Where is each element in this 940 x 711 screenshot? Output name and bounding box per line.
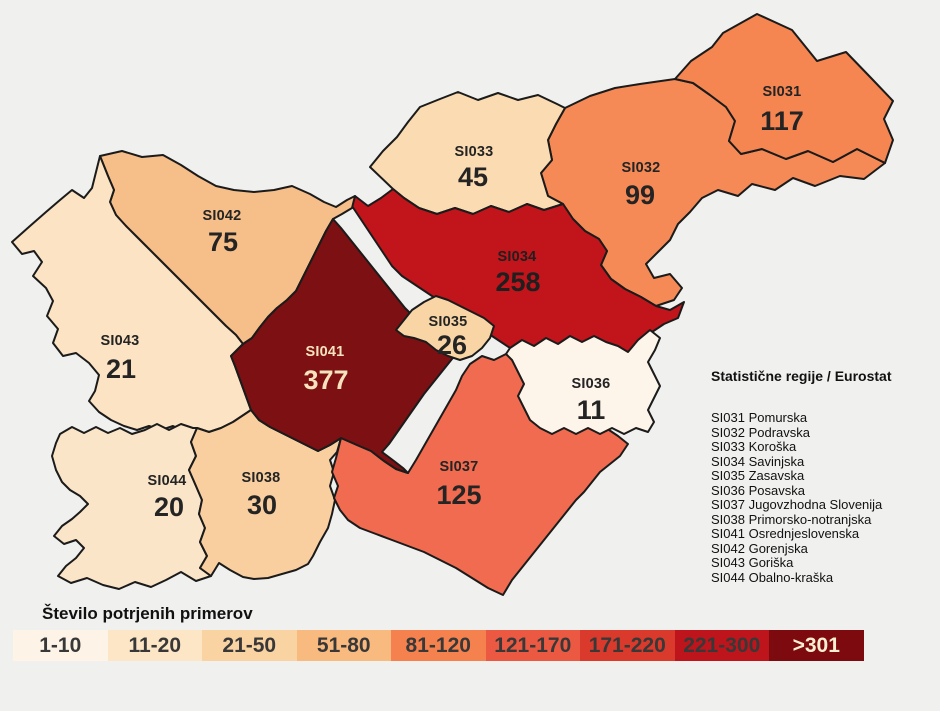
legend-bucket: 51-80 [296,630,391,661]
region-labels: SI031 117 SI032 99 SI033 45 SI034 258 SI… [101,84,804,522]
region-code-label: SI038 [242,470,281,486]
region-value-label: 21 [106,354,136,384]
region-code-label: SI043 [101,333,140,349]
region-value-label: 258 [495,267,540,297]
list-item: SI041 Osrednjeslovenska [711,526,860,541]
list-item: SI035 Zasavska [711,468,805,483]
region-value-label: 26 [437,330,467,360]
region-list: SI031 Pomurska SI032 Podravska SI033 Kor… [711,410,931,585]
legend-bucket: 221-300 [674,630,769,661]
list-item: SI033 Koroška [711,439,797,454]
region-si036[interactable] [505,329,661,435]
color-scale-legend: Število potrjenih primerov 1-10 11-20 21… [0,604,940,661]
legend-bucket: 1-10 [13,630,108,661]
list-item: SI036 Posavska [711,482,805,498]
list-item: SI032 Podravska [711,424,811,440]
legend-bucket: 121-170 [485,630,580,661]
side-panel-title: Statistične regije / Eurostat [711,368,892,384]
legend-bucket: 81-120 [391,630,486,661]
region-value-label: 117 [760,106,804,136]
legend-title: Število potrjenih primerov [42,604,253,623]
legend-bucket: 11-20 [107,630,202,661]
region-si031[interactable] [674,13,894,164]
region-code-label: SI037 [440,459,479,475]
region-value-label: 99 [625,180,655,210]
region-code-label: SI041 [306,344,345,360]
legend-bucket: >301 [769,630,864,661]
region-code-label: SI044 [148,473,187,489]
list-item: SI043 Goriška [711,555,794,570]
list-item: SI044 Obalno-kraška [711,569,834,585]
region-value-label: 30 [247,490,277,520]
region-si035[interactable] [395,295,495,361]
region-value-label: 11 [577,395,606,425]
region-code-label: SI035 [429,314,468,330]
region-code-legend: Statistične regije / Eurostat SI031 Pomu… [711,368,931,585]
region-value-label: 45 [458,162,488,192]
region-code-label: SI032 [622,160,661,176]
region-value-label: 75 [208,227,238,257]
region-code-label: SI036 [572,376,611,392]
list-item: SI038 Primorsko-notranjska [711,511,872,527]
region-si044[interactable] [51,423,212,590]
region-value-label: 125 [436,480,481,510]
legend-bucket: 171-220 [580,630,675,661]
region-value-label: 377 [303,365,348,395]
legend-bucket: 21-50 [202,630,297,661]
region-code-label: SI031 [763,84,802,100]
legend-bar: 1-10 11-20 21-50 51-80 81-120 121-170 17… [13,630,864,661]
list-item: SI031 Pomurska [711,410,808,425]
list-item: SI034 Savinjska [711,453,805,469]
region-code-label: SI033 [455,144,494,160]
list-item: SI037 Jugovzhodna Slovenija [711,497,883,512]
region-value-label: 20 [154,492,184,522]
region-code-label: SI042 [203,208,242,224]
region-code-label: SI034 [498,249,537,265]
list-item: SI042 Gorenjska [711,540,808,556]
